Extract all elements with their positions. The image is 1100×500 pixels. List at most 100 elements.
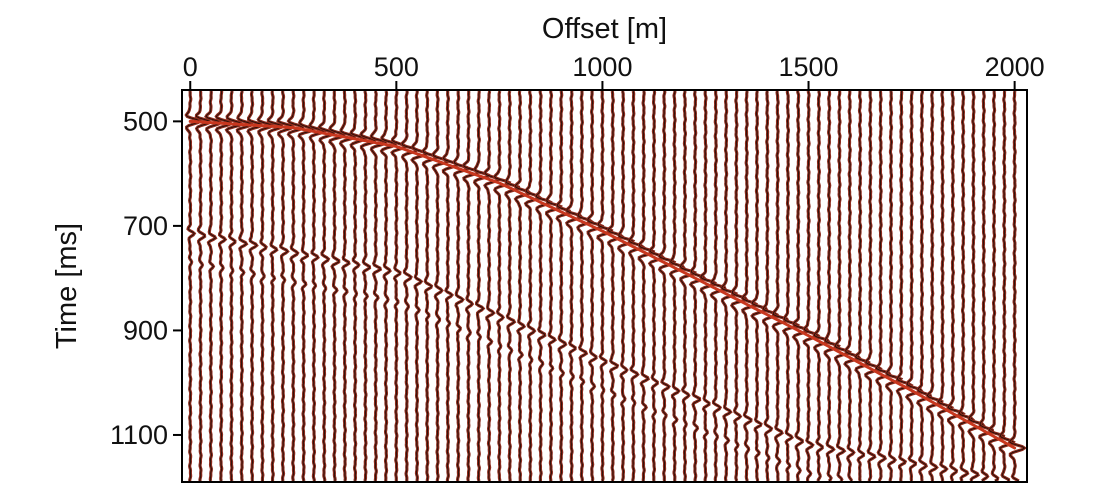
wiggle-trace [338,90,357,482]
wiggle-trace-outline [401,90,417,481]
wiggle-trace-outline [618,90,634,482]
wiggle-trace [925,90,944,482]
wiggle-trace [483,90,502,482]
wiggle-trace-outline [865,90,881,482]
wiggle-trace [523,90,543,482]
wiggle-trace-outline [855,90,870,482]
wiggle-trace-outline [988,90,1004,482]
wiggle-trace-outline [494,90,510,482]
wiggle-trace-outline [546,90,562,482]
wiggle-trace-outline [597,90,613,482]
wiggle-trace-outline [875,90,891,482]
y-axis-ticks: 500 700 900 1100 [110,106,182,450]
wiggle-trace-outline [731,90,747,482]
wiggle-trace [224,90,245,482]
wiggle-trace-outline [185,90,201,482]
wiggle-trace-outline [525,90,541,482]
wiggle-trace [585,90,605,482]
x-tick-label: 2000 [985,52,1045,82]
wiggle-trace-outline [535,90,551,482]
wiggle-trace-outline [474,90,489,482]
wiggle-trace-outline [917,90,932,482]
wiggle-trace [637,90,656,482]
y-tick-label: 500 [123,106,168,136]
x-tick-label: 1500 [778,52,838,82]
wiggle-trace-outline [906,90,923,482]
wiggle-trace [915,90,933,482]
wiggle-trace-outline [247,90,263,482]
wiggle-trace [740,90,759,482]
wiggle-trace [204,90,223,482]
wiggle-trace [771,90,790,482]
wiggle-trace-outline [690,90,706,482]
wiggle-trace [843,90,862,482]
wiggle-trace-outline [670,90,685,482]
wiggle-trace [504,90,521,482]
wiggle-trace-outline [566,90,582,482]
wiggle-trace [452,90,470,482]
wiggle-trace [266,90,284,482]
wiggle-trace [276,90,296,482]
wiggle-trace-outline [360,90,376,482]
wiggle-trace-outline [824,90,840,482]
wiggle-trace [317,90,337,482]
wiggle-trace-outline [587,90,603,482]
x-tick-label: 1000 [572,52,632,82]
wiggle-trace [657,90,677,482]
wiggle-trace-outline [236,90,252,482]
wiggle-trace-outline [813,90,830,482]
wiggle-trace [184,90,203,482]
wiggle-trace [297,90,316,482]
wiggle-trace-outline [710,90,726,482]
wiggle-trace-outline [505,90,520,482]
wiggle-trace-outline [267,90,283,482]
plot-frame [181,89,1028,483]
wiggle-trace [833,90,853,482]
wiggle-trace-outline [370,90,386,482]
wiggle-trace-outline [577,91,593,482]
wiggle-trace [895,90,914,482]
wiggle-trace-outline [834,90,850,482]
wiggle-trace [668,90,687,482]
wiggle-trace-outline [751,90,768,482]
wiggle-trace [441,90,460,482]
wiggle-trace-outline [896,90,912,482]
wiggle-trace-outline [226,90,243,482]
wiggle-trace-outline [205,90,222,482]
wiggle-trace-outline [658,90,675,482]
wiggle-trace [596,90,614,482]
wiggle-trace-outline [844,90,861,482]
wiggle-trace-outline [649,90,664,482]
wiggle-trace [627,90,646,482]
moveout-curve [188,119,1017,450]
wiggle-trace [246,90,264,482]
wiggle-trace [235,90,254,482]
wiggle-trace [791,90,811,482]
wiggle-trace-outline [937,90,953,482]
y-axis-title: Time [ms] [51,223,83,349]
wiggle-trace-outline [556,90,571,482]
wiggle-trace-outline [886,90,902,482]
wiggle-trace-outline [679,90,696,482]
wiggle-trace [286,91,305,482]
wiggle-trace-outline [195,90,211,482]
wiggle-trace [462,90,481,482]
wiggle-trace [864,90,883,482]
wiggle-trace-outline [742,90,757,482]
wiggle-trace-outline [721,90,737,482]
wiggle-trace-outline [638,90,654,482]
wiggle-trace [884,90,904,482]
wiggle-trace-outline [381,90,396,482]
wiggle-trace [472,90,491,482]
x-axis-ticks: 0 500 1000 1500 2000 [183,52,1045,90]
wiggle-trace [328,90,346,482]
wiggle-trace [853,90,871,482]
wiggle-trace-outline [309,90,325,482]
wiggle-trace [823,90,841,483]
wiggle-trace-outline [318,90,335,482]
x-axis-title: Offset [m] [542,13,667,45]
wiggle-trace [513,90,533,482]
wiggle-trace [987,90,1006,483]
wiggle-trace [729,90,749,482]
